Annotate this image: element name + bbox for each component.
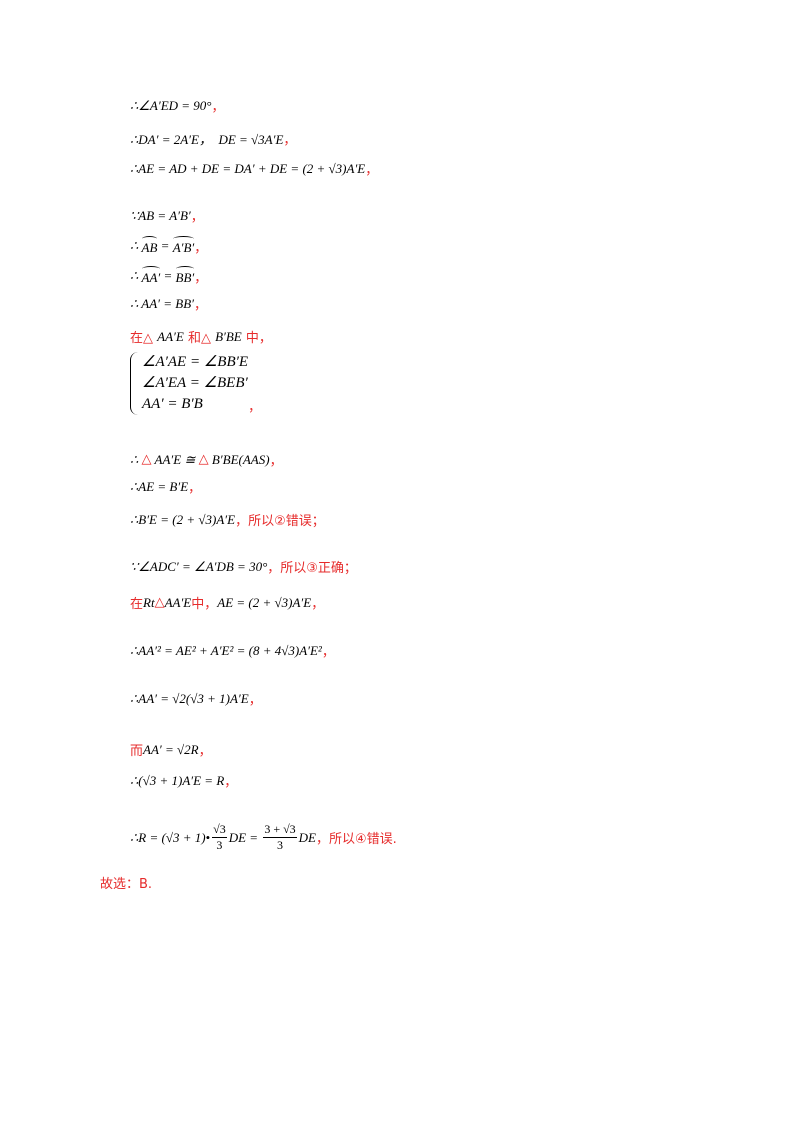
- arc-label: AB: [141, 236, 157, 256]
- math: ∴AA′ = √2(√3 + 1)A′E: [130, 690, 249, 706]
- text: 在△: [130, 331, 158, 346]
- text: ，: [269, 454, 283, 469]
- text: ，: [190, 210, 204, 225]
- line: ∴AA′ = √2(√3 + 1)A′E，: [130, 689, 262, 709]
- line: ∴R = (√3 + 1)• √3 3 DE = 3 + √3 3 DE ，所以④错误.: [130, 822, 397, 853]
- equation: ∠A′EA = ∠BEB′: [142, 375, 248, 391]
- math: ∴ AA′ = BB′: [130, 295, 195, 311]
- numerator: √3: [212, 822, 227, 838]
- math: ∵AB = A′B′: [130, 207, 191, 223]
- line: 在△ AA′E 和△ B′BE 中，: [130, 327, 272, 347]
- text: 中，: [191, 597, 218, 612]
- line: ∴B′E = (2 + √3)A′E ，所以②错误；: [130, 510, 325, 530]
- math: ∴R = (√3 + 1)•: [130, 829, 211, 845]
- math: ∵∠ADC′ = ∠A′DB = 30°: [130, 558, 268, 574]
- line: ∴AA′² = AE² + A′E² = (8 + 4√3)A′E²，: [130, 641, 335, 661]
- line: ∴AE = B′E，: [130, 477, 202, 497]
- arc-label: A′B′: [172, 236, 194, 256]
- fraction: 3 + √3 3: [263, 822, 297, 853]
- text: ，所以③正确；: [267, 561, 357, 576]
- equations: ∠A′AE = ∠BB′E ∠A′EA = ∠BEB′ AA′ = B′B: [142, 352, 248, 415]
- brace: [130, 352, 139, 415]
- math: DE =: [228, 829, 262, 845]
- numerator: 3 + √3: [263, 822, 297, 838]
- text: ，: [283, 133, 297, 148]
- text: △: [141, 452, 152, 467]
- text: ，: [198, 744, 212, 759]
- line: ∴∠A′ED = 90°，: [130, 96, 225, 116]
- line: ∵AB = A′B′，: [130, 206, 204, 226]
- text: ，所以②错误；: [235, 514, 325, 529]
- denominator: 3: [276, 838, 283, 852]
- math: ∴AE = AD + DE = DA′ + DE = (2 + √3)A′E: [130, 160, 366, 176]
- math: =: [160, 268, 176, 283]
- text: △: [154, 595, 165, 610]
- text: ，: [194, 240, 208, 256]
- text: ，: [188, 481, 202, 496]
- arc-label: BB′: [175, 266, 194, 286]
- math: ∴(√3 + 1)A′E = R: [130, 772, 225, 788]
- math: AA′E: [157, 328, 184, 344]
- line: ∴AE = AD + DE = DA′ + DE = (2 + √3)A′E，: [130, 159, 379, 179]
- equation-system: ∠A′AE = ∠BB′E ∠A′EA = ∠BEB′ AA′ = B′B: [130, 352, 248, 415]
- math: AA′ = √2R: [143, 741, 199, 757]
- line: ∵∠ADC′ = ∠A′DB = 30° ，所以③正确；: [130, 557, 357, 577]
- text: △: [198, 452, 209, 467]
- math: AA′E: [164, 594, 192, 610]
- line: 在 Rt △ AA′E 中， AE = (2 + √3)A′E，: [130, 593, 325, 613]
- text: ，: [321, 645, 335, 660]
- line: ∴ AA′ = BB′，: [130, 294, 208, 314]
- equation: AA′ = B′B: [142, 396, 203, 412]
- math: ∴: [130, 451, 142, 467]
- text: ，: [211, 100, 225, 115]
- text: ，: [194, 298, 208, 313]
- math: ∴: [130, 238, 142, 253]
- line: ∴ AA′ = BB′，: [130, 266, 207, 286]
- line: 而 AA′ = √2R，: [130, 740, 212, 760]
- text: ，: [365, 163, 379, 178]
- math: B′BE: [215, 328, 242, 344]
- line: 故选：B.: [100, 873, 152, 892]
- text: ，: [194, 270, 208, 286]
- text: ，: [248, 400, 262, 415]
- text: ，所以④错误.: [316, 832, 397, 847]
- math: ∴AA′² = AE² + A′E² = (8 + 4√3)A′E²: [130, 642, 322, 658]
- math: ∴∠A′ED = 90°: [130, 97, 212, 113]
- line: ∠A′AE = ∠BB′E ∠A′EA = ∠BEB′ AA′ = B′B ，: [130, 352, 261, 415]
- math: DE: [298, 829, 317, 845]
- line: ∴DA′ = 2A′E， DE = √3A′E，: [130, 129, 296, 148]
- text: ，: [248, 693, 262, 708]
- math: ∴DA′ = 2A′E， DE = √3A′E: [130, 132, 284, 147]
- math: Rt: [143, 594, 155, 610]
- math: AA′E ≅: [151, 451, 199, 467]
- text: 而: [130, 744, 144, 759]
- fraction: √3 3: [212, 822, 227, 853]
- line: ∴(√3 + 1)A′E = R，: [130, 771, 238, 791]
- text: ，: [311, 597, 325, 612]
- math: ∴B′E = (2 + √3)A′E: [130, 511, 236, 527]
- text: 和△: [183, 331, 216, 346]
- line: ∴ △ AA′E ≅ △ B′BE(AAS)，: [130, 450, 283, 470]
- text: 在: [130, 597, 144, 612]
- line: ∴ AB = A′B′，: [130, 236, 207, 256]
- text: 故选：B.: [100, 877, 153, 892]
- text: ，: [224, 775, 238, 790]
- math: ∴AE = B′E: [130, 478, 189, 494]
- math: =: [157, 238, 173, 253]
- text: 中，: [241, 331, 272, 346]
- denominator: 3: [216, 838, 223, 852]
- arc-label: AA′: [141, 266, 160, 286]
- equation: ∠A′AE = ∠BB′E: [142, 354, 249, 370]
- math: AE = (2 + √3)A′E: [217, 594, 312, 610]
- math: ∴: [130, 268, 142, 283]
- math: B′BE(AAS): [208, 451, 270, 467]
